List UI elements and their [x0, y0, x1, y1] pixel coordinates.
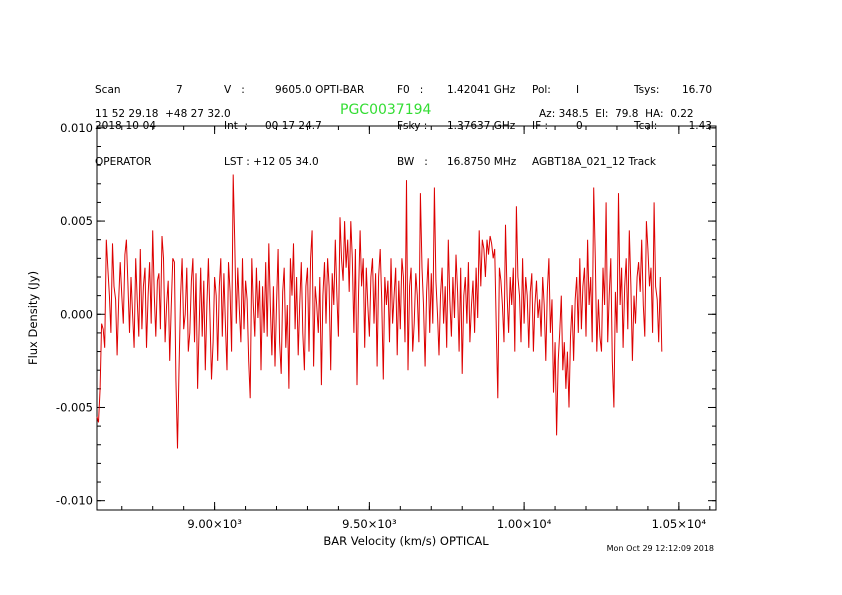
header-v-value: 9605.0 OPTI-BAR [275, 84, 365, 96]
header-scan-value: 7 [176, 84, 183, 96]
header-pol-label: Pol: [532, 84, 551, 96]
y-tick-label: 0.010 [60, 121, 93, 135]
timestamp: Mon Oct 29 12:12:09 2018 [606, 544, 714, 553]
x-tick-label: 9.50×10³ [342, 517, 397, 531]
x-axis-label: BAR Velocity (km/s) OPTICAL [323, 534, 489, 548]
header-v-label: V : [224, 84, 245, 96]
header-operator: OPERATOR [95, 156, 152, 168]
y-tick-label: 0.005 [60, 214, 93, 228]
object-name: PGC0037194 [340, 102, 432, 118]
header-f0-label: F0 : [397, 84, 424, 96]
header-tsys-value: 16.70 [681, 84, 712, 96]
header-lst: LST : +12 05 34.0 [224, 156, 319, 168]
header-bw-value: 16.8750 MHz [447, 156, 517, 168]
y-tick-label: -0.010 [56, 494, 93, 508]
header-pol-value: I [576, 84, 580, 96]
header-project: AGBT18A_021_12 Track [532, 156, 657, 168]
y-tick-label: -0.005 [56, 400, 93, 414]
header-bw-label: BW : [397, 156, 428, 168]
y-tick-label: 0.000 [60, 307, 93, 321]
header-col2: V : Int : LST : +12 05 34.0 [224, 60, 319, 180]
header-col3b: 1.42041 GHz 1.37637 GHz 16.8750 MHz [447, 60, 516, 180]
x-axis: 9.00×10³ 9.50×10³ 1.00×10⁴ 1.05×10⁴ [121, 126, 711, 531]
header-pointing: Az: 348.5 El: 79.8 HA: 0.22 [539, 108, 694, 120]
y-axis: 0.010 0.005 0.000 -0.005 -0.010 [56, 121, 716, 508]
x-tick-label: 1.00×10⁴ [497, 517, 552, 531]
plot-frame [96, 125, 717, 511]
header-scan-label: Scan [95, 84, 121, 96]
header-col1b: 7 [176, 60, 183, 108]
header-f0-value: 1.42041 GHz [447, 84, 516, 96]
header-tsys-label: Tsys: [634, 84, 660, 96]
series-line [96, 174, 663, 449]
header-coords: 11 52 29.18 +48 27 32.0 [95, 108, 231, 120]
x-tick-label: 1.05×10⁴ [652, 517, 707, 531]
x-tick-label: 9.00×10³ [187, 517, 242, 531]
y-axis-label: Flux Density (Jy) [26, 271, 40, 365]
